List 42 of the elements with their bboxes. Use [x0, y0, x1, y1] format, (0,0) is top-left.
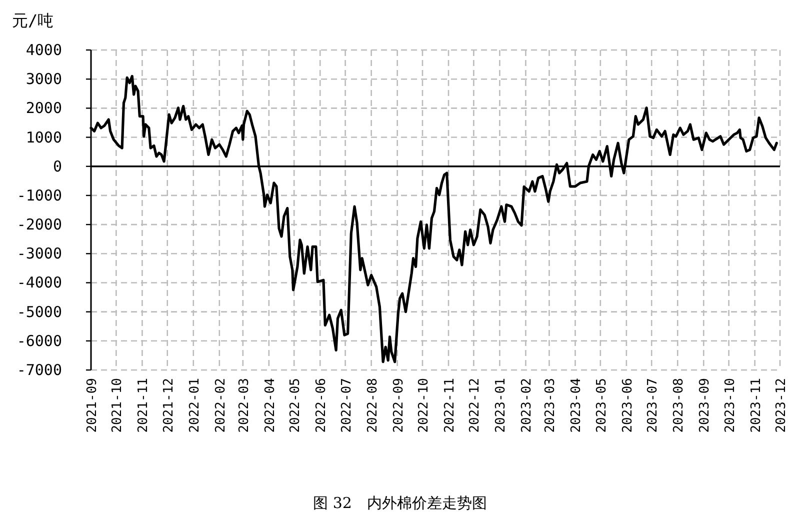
x-tick-label: 2023-05 — [594, 378, 610, 433]
x-tick-label: 2023-04 — [569, 378, 584, 433]
x-tick-label: 2021-12 — [161, 378, 176, 433]
x-tick-label: 2022-04 — [262, 378, 278, 433]
x-tick-label: 2022-02 — [213, 378, 228, 433]
y-tick-label: -3000 — [16, 244, 62, 263]
x-tick-label: 2022-05 — [288, 378, 304, 433]
x-tick-label: 2022-01 — [187, 378, 202, 433]
y-tick-label: 4000 — [26, 41, 62, 59]
x-tick-label: 2022-03 — [236, 378, 252, 433]
y-tick-label: -5000 — [16, 302, 62, 321]
x-tick-label: 2023-08 — [672, 378, 687, 433]
x-tick-label: 2022-10 — [416, 378, 432, 433]
y-tick-label: -2000 — [16, 216, 62, 234]
y-tick-label: -4000 — [16, 274, 62, 292]
x-tick-label: 2021-09 — [85, 378, 100, 433]
x-tick-label: 2022-11 — [442, 378, 458, 433]
y-tick-label: 1000 — [26, 128, 62, 146]
x-tick-label: 2022-09 — [391, 378, 406, 433]
y-tick-label: 2000 — [26, 99, 62, 118]
x-tick-label: 2023-12 — [774, 378, 789, 433]
x-tick-label: 2022-08 — [365, 378, 380, 433]
y-axis-title: 元/吨 — [12, 11, 54, 30]
x-tick-label: 2022-06 — [314, 378, 330, 433]
x-tick-label: 2023-10 — [722, 378, 738, 433]
x-tick-label: 2023-07 — [646, 378, 661, 433]
y-tick-label: -7000 — [16, 361, 62, 379]
y-tick-label: -1000 — [16, 186, 62, 204]
x-tick-label: 2023-03 — [543, 378, 558, 433]
y-tick-label: 0 — [52, 157, 62, 176]
y-tick-label: 3000 — [26, 70, 62, 88]
x-tick-label: 2021-10 — [110, 378, 126, 433]
x-tick-label: 2023-02 — [520, 378, 535, 433]
x-tick-label: 2022-12 — [468, 378, 483, 433]
x-tick-label: 2023-01 — [494, 378, 509, 433]
x-tick-label: 2022-07 — [339, 378, 354, 433]
x-tick-label: 2021-11 — [136, 378, 152, 433]
x-tick-label: 2023-06 — [620, 378, 636, 433]
caption: 图 32 内外棉价差走势图 — [313, 494, 487, 512]
y-tick-label: -6000 — [16, 332, 62, 350]
x-tick-label: 2023-11 — [748, 378, 764, 433]
x-tick-label: 2023-09 — [698, 378, 713, 433]
